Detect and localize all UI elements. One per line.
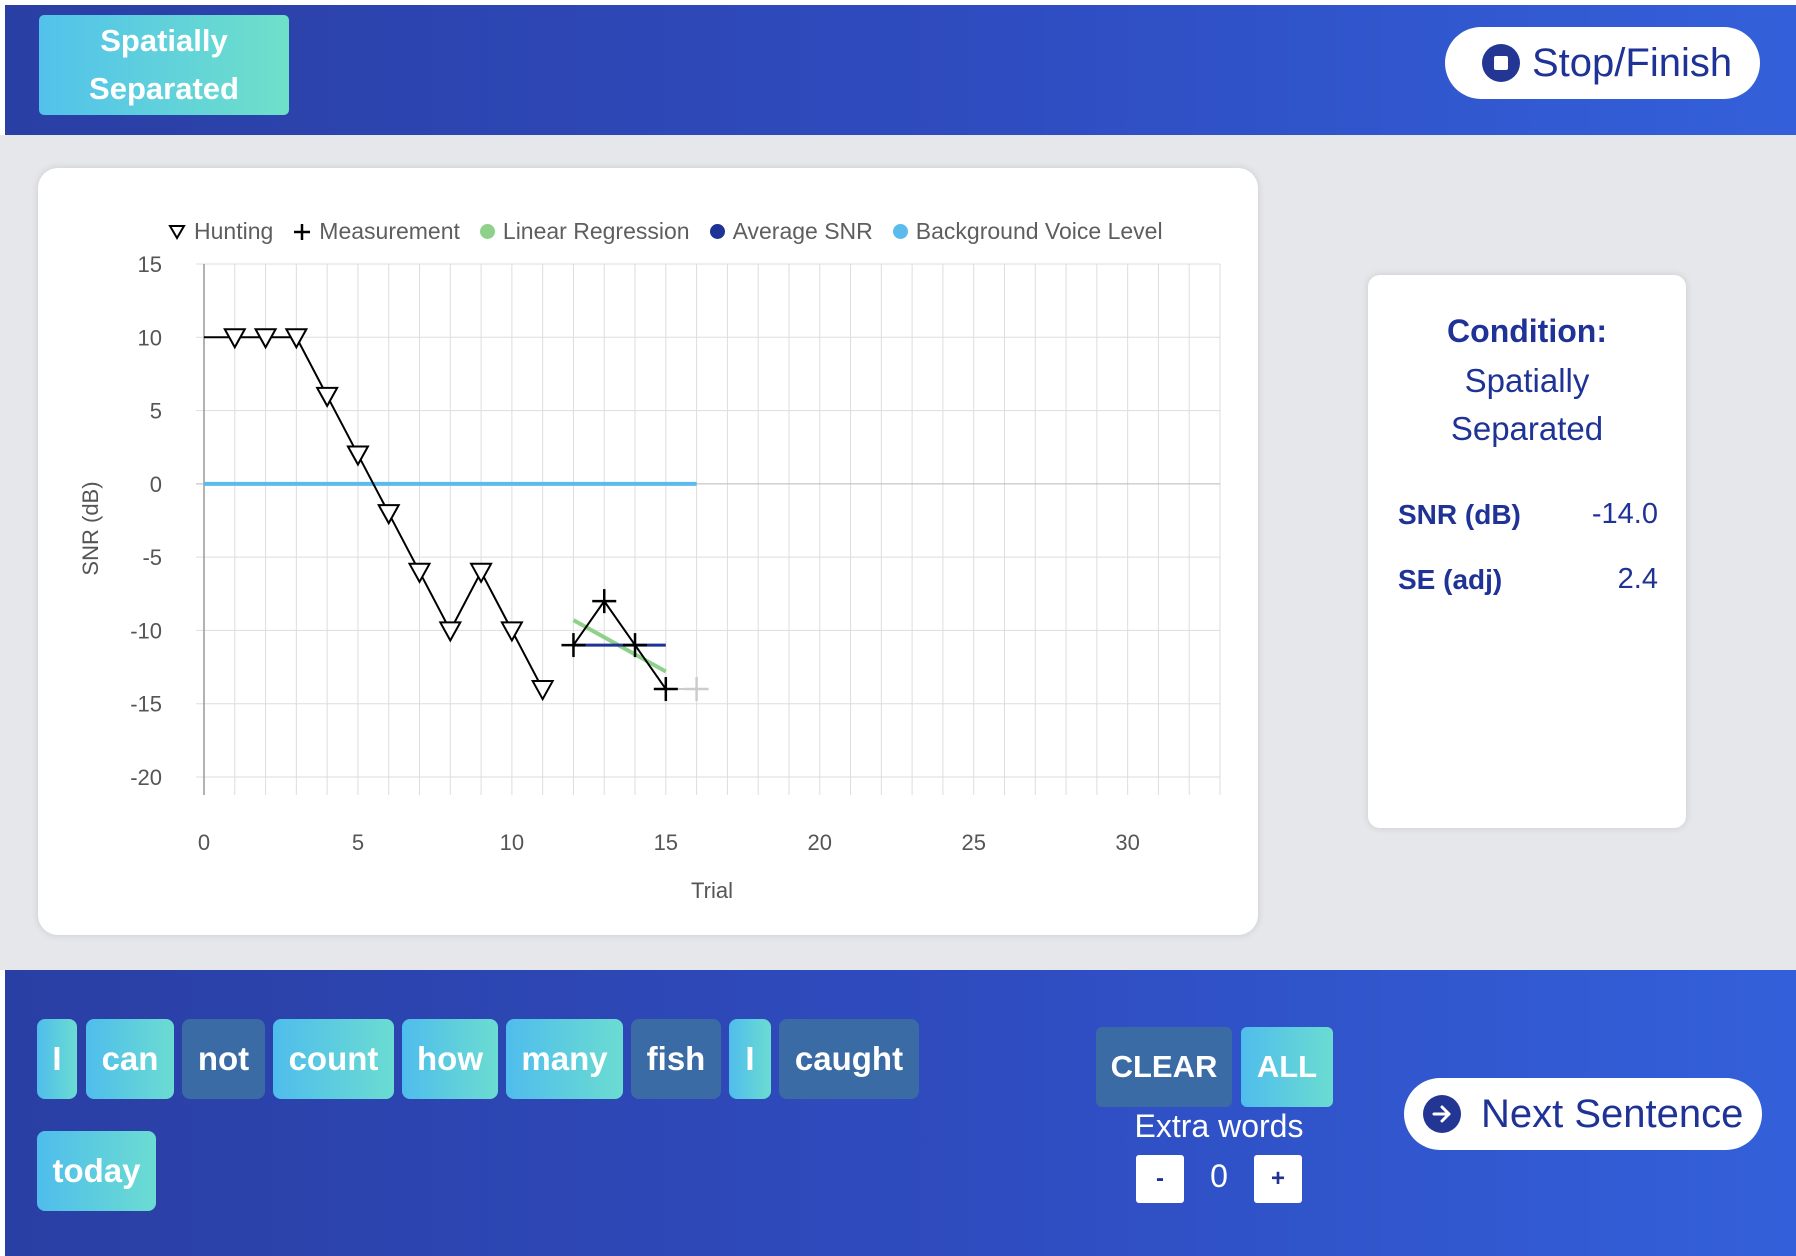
legend-label: Background Voice Level <box>915 218 1163 244</box>
arrow-right-circle-icon <box>1423 1095 1461 1133</box>
x-tick-label: 0 <box>198 830 210 855</box>
y-tick-label: -20 <box>130 765 162 790</box>
y-tick-label: -5 <box>142 545 162 570</box>
extra-words-decrement-button[interactable]: - <box>1136 1155 1184 1203</box>
legend-item-measurement: Measurement <box>293 218 460 245</box>
triangle-down-icon <box>168 224 186 240</box>
condition-button-line1: Spatially <box>100 23 228 58</box>
se-label: SE (adj) <box>1398 563 1503 595</box>
se-value: 2.4 <box>1617 563 1658 595</box>
word-button[interactable]: can <box>86 1019 174 1099</box>
next-sentence-button[interactable]: Next Sentence <box>1404 1078 1762 1150</box>
legend-item-average-snr: Average SNR <box>709 218 873 245</box>
y-tick-label: 0 <box>150 472 162 497</box>
hunting-point <box>500 621 524 643</box>
blue-dot-icon <box>892 224 908 239</box>
se-row: SE (adj) 2.4 <box>1398 563 1658 596</box>
hunting-point <box>377 504 401 526</box>
snr-label: SNR (dB) <box>1398 498 1521 530</box>
legend-item-hunting: Hunting <box>168 218 273 245</box>
plus-icon <box>293 223 311 241</box>
stop-finish-button[interactable]: Stop/Finish <box>1445 27 1760 99</box>
x-axis-label: Trial <box>691 878 733 903</box>
y-tick-label: -10 <box>130 618 162 643</box>
y-tick-label: 5 <box>150 399 162 424</box>
word-button[interactable]: count <box>273 1019 394 1099</box>
hunting-point <box>315 386 339 408</box>
extra-words-label: Extra words <box>1134 1108 1304 1144</box>
legend-label: Average SNR <box>732 218 873 244</box>
x-tick-label: 5 <box>352 830 364 855</box>
y-tick-label: 10 <box>138 325 162 350</box>
y-tick-label: -15 <box>130 692 162 717</box>
condition-title: Condition: <box>1447 313 1607 349</box>
hunting-point <box>223 328 247 350</box>
condition-button-line2: Separated <box>89 71 239 106</box>
condition-button[interactable]: Spatially Separated <box>39 15 289 115</box>
condition-info-card: Condition: Spatially Separated SNR (dB) … <box>1368 275 1686 828</box>
hunting-line <box>204 336 544 690</box>
extra-words-increment-button[interactable]: + <box>1254 1155 1302 1203</box>
hunting-point <box>530 680 555 702</box>
all-button[interactable]: ALL <box>1241 1027 1333 1107</box>
word-button[interactable]: many <box>506 1019 623 1099</box>
word-button[interactable]: caught <box>779 1019 919 1099</box>
legend-label: Hunting <box>194 218 274 244</box>
stop-icon <box>1482 44 1520 82</box>
x-tick-label: 30 <box>1115 830 1139 855</box>
y-axis-label: SNR (dB) <box>78 481 103 575</box>
snr-chart: 15 10 5 0 -5 -10 -15 -20 0 5 10 15 20 25 30 Trial SNR (d… <box>78 252 1221 903</box>
green-dot-icon <box>479 224 495 239</box>
condition-name-line1: Spatially <box>1464 362 1590 399</box>
navy-dot-icon <box>709 224 725 239</box>
extra-words-value: 0 <box>1210 1158 1228 1194</box>
word-button[interactable]: I <box>37 1019 77 1099</box>
x-tick-label: 25 <box>961 830 985 855</box>
word-button[interactable]: I <box>729 1019 771 1099</box>
hunting-point <box>407 562 432 584</box>
legend-label: Linear Regression <box>502 218 690 244</box>
stop-finish-label: Stop/Finish <box>1532 40 1733 85</box>
word-button[interactable]: fish <box>631 1019 721 1099</box>
legend-item-background-voice-level: Background Voice Level <box>892 218 1163 245</box>
chart-legend: Hunting Measurement Linear Regression Av… <box>168 218 1183 245</box>
condition-name-line2: Separated <box>1450 410 1604 447</box>
snr-row: SNR (dB) -14.0 <box>1398 498 1658 531</box>
snr-value: -14.0 <box>1591 498 1658 530</box>
legend-item-linear-regression: Linear Regression <box>479 218 690 245</box>
x-tick-label: 15 <box>654 830 678 855</box>
hunting-point <box>469 562 493 584</box>
clear-button[interactable]: CLEAR <box>1096 1027 1232 1107</box>
x-tick-label: 20 <box>808 830 832 855</box>
word-button[interactable]: not <box>182 1019 265 1099</box>
y-tick-label: 15 <box>138 252 162 277</box>
condition-name: Spatially Separated <box>1368 357 1686 453</box>
word-button[interactable]: today <box>37 1131 156 1211</box>
next-sentence-label: Next Sentence <box>1481 1091 1744 1136</box>
hunting-point <box>284 328 309 350</box>
legend-label: Measurement <box>319 218 460 244</box>
x-tick-label: 10 <box>500 830 524 855</box>
chart-card: Hunting Measurement Linear Regression Av… <box>38 168 1258 935</box>
measurement-line <box>572 599 667 690</box>
hunting-point <box>253 328 278 350</box>
hunting-point <box>438 621 463 643</box>
word-button[interactable]: how <box>402 1019 498 1099</box>
hunting-point <box>346 445 370 467</box>
